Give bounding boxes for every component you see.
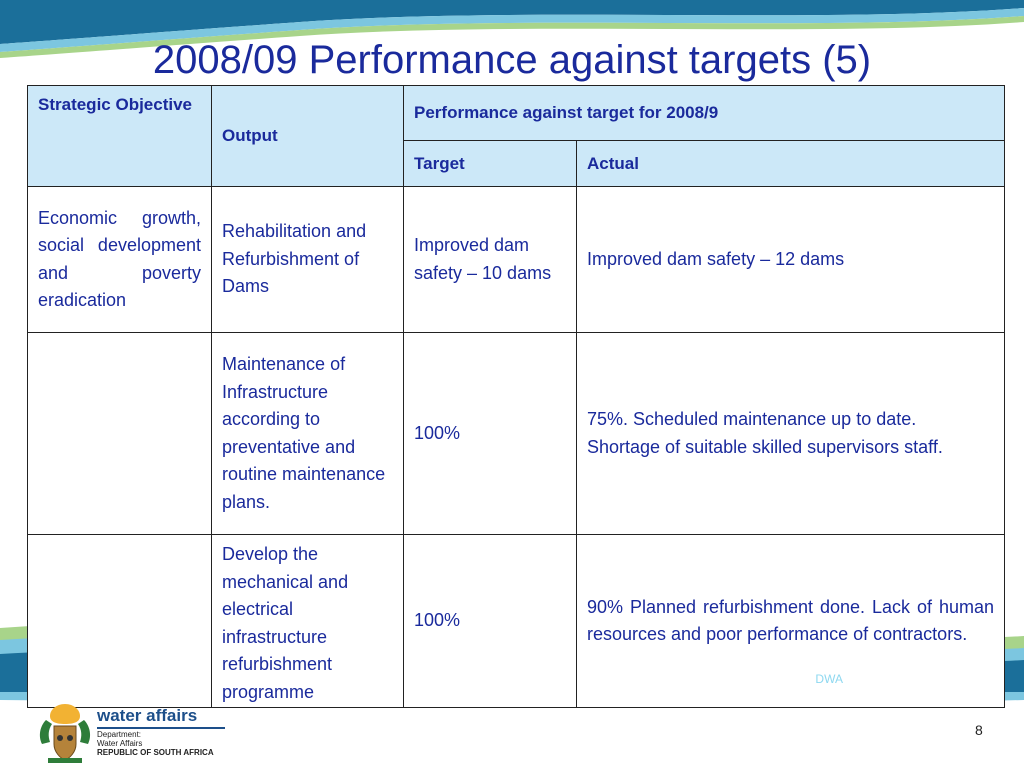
row-3-target: 100% — [403, 534, 577, 708]
table-row: Economic growth, social development and … — [27, 186, 1006, 333]
slide-title: 2008/09 Performance against targets (5) — [152, 38, 872, 82]
row-3-actual: 90% Planned refurbishment done. Lack of … — [575, 534, 1006, 708]
row-2-actual: 75%. Scheduled maintenance up to date. S… — [575, 332, 1006, 535]
logo-line-1: Department: — [97, 730, 142, 739]
logo-divider — [97, 727, 225, 729]
row-1-objective: Economic growth, social development and … — [27, 186, 212, 333]
performance-table: Strategic Objective Output Performance a… — [27, 85, 1006, 708]
header-actual: Actual — [575, 140, 1006, 187]
row-1-target: Improved dam safety – 10 dams — [403, 186, 577, 333]
row-1-output: Rehabilitation and Refurbishment of Dams — [211, 186, 404, 333]
row-2-target: 100% — [403, 332, 577, 535]
header-performance-group: Performance against target for 2008/9 — [402, 85, 1006, 141]
header-target: Target — [403, 140, 577, 187]
presentation-credit: a presentation by DWA communication serv… — [720, 672, 974, 686]
table-row: Maintenance of Infrastructure according … — [27, 332, 1006, 535]
row-3-objective — [27, 534, 212, 708]
row-2-output: Maintenance of Infrastructure according … — [211, 332, 404, 535]
logo-line-2: Water Affairs — [97, 739, 143, 748]
table-row: Develop the mechanical and electrical in… — [27, 534, 1006, 708]
coat-of-arms-icon — [39, 704, 91, 763]
row-3-output: Develop the mechanical and electrical in… — [211, 534, 404, 708]
header-strategic-objective: Strategic Objective — [27, 85, 212, 187]
logo-country: REPUBLIC OF SOUTH AFRICA — [97, 748, 214, 757]
header-output: Output — [211, 85, 404, 187]
logo-name: water affairs — [97, 706, 198, 725]
credit-prefix: a presentation by — [720, 672, 816, 686]
row-2-objective — [27, 332, 212, 535]
credit-suffix: communication services — [842, 672, 974, 686]
credit-brand: DWA — [815, 672, 843, 686]
row-1-actual: Improved dam safety – 12 dams — [575, 186, 1006, 333]
page-number: 8 — [975, 722, 983, 738]
header-wave — [0, 0, 1024, 58]
logo-department: Department: Water Affairs — [97, 730, 142, 748]
